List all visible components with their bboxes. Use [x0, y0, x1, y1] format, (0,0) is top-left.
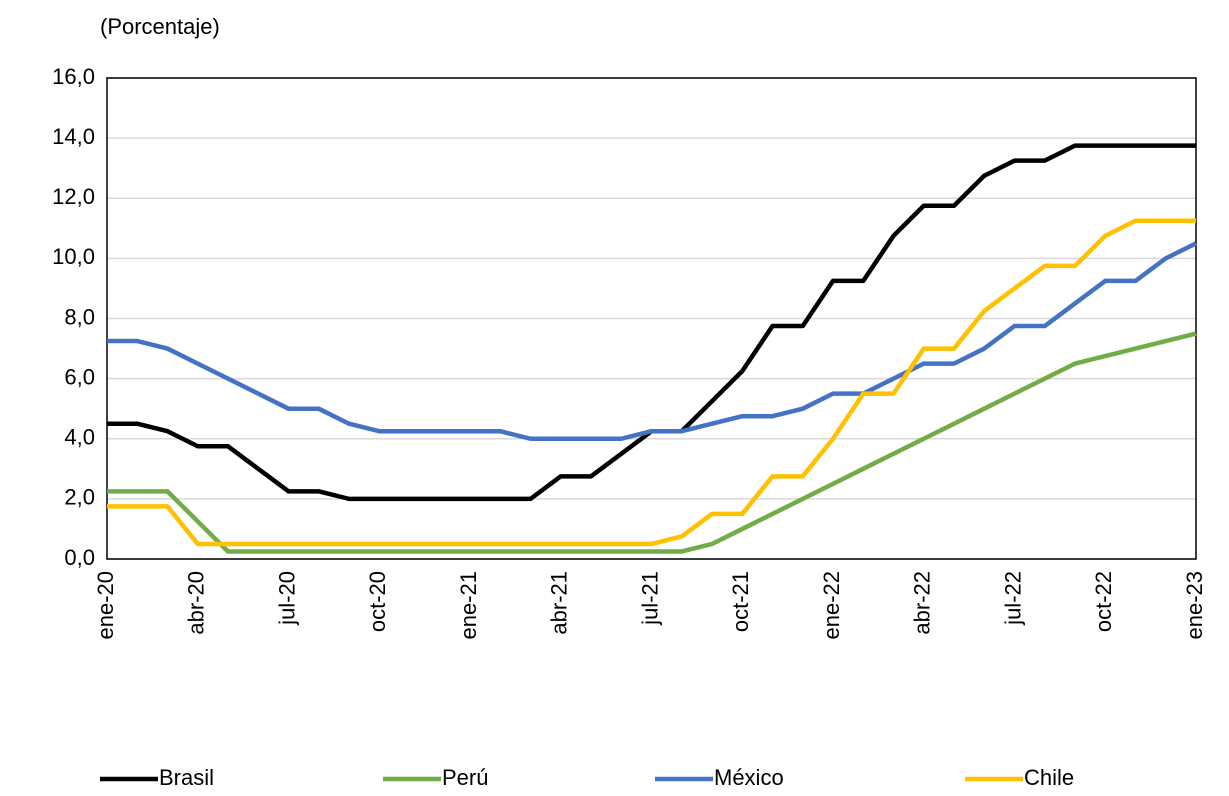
y-tick-label: 14,0 — [52, 124, 95, 149]
y-tick-label: 0,0 — [64, 545, 95, 570]
x-tick-label: ene-22 — [819, 571, 844, 640]
legend-label: Perú — [442, 765, 488, 790]
x-tick-label: abr-22 — [910, 571, 935, 635]
legend-label: México — [714, 765, 784, 790]
y-tick-label: 16,0 — [52, 64, 95, 89]
line-series — [107, 331, 1197, 554]
legend-label: Chile — [1024, 765, 1074, 790]
x-tick-label: abr-21 — [547, 571, 572, 635]
legend-label: Brasil — [159, 765, 214, 790]
plot-frame — [106, 77, 1197, 560]
x-tick-label: oct-20 — [365, 571, 390, 632]
y-tick-label: 8,0 — [64, 304, 95, 329]
x-tick-label: jul-22 — [1000, 571, 1025, 626]
x-tick-label: jul-21 — [637, 571, 662, 626]
x-tick-label: oct-21 — [728, 571, 753, 632]
y-tick-label: 2,0 — [64, 485, 95, 510]
y-tick-label: 10,0 — [52, 244, 95, 269]
y-tick-label: 6,0 — [64, 364, 95, 389]
chart-title: (Porcentaje) — [100, 14, 220, 39]
x-tick-label: jul-20 — [274, 571, 299, 626]
x-tick-label: ene-23 — [1182, 571, 1207, 640]
x-tick-label: ene-20 — [93, 571, 118, 640]
x-tick-label: ene-21 — [456, 571, 481, 640]
x-tick-label: abr-20 — [184, 571, 209, 635]
y-tick-label: 4,0 — [64, 425, 95, 450]
line-series — [107, 218, 1196, 547]
x-tick-label: oct-22 — [1091, 571, 1116, 632]
line-series — [107, 241, 1198, 441]
y-tick-label: 12,0 — [52, 184, 95, 209]
